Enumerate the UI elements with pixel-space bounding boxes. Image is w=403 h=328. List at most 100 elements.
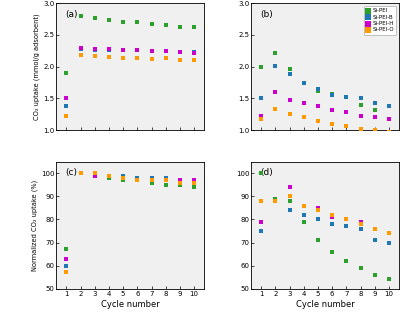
Point — [177, 50, 183, 55]
X-axis label: Cycle number: Cycle number — [101, 299, 160, 309]
Point — [258, 96, 264, 101]
Point — [287, 194, 293, 199]
Point — [191, 180, 197, 185]
Point — [357, 226, 364, 231]
Point — [120, 175, 127, 181]
Point — [106, 47, 112, 52]
Point — [63, 247, 70, 252]
Point — [372, 226, 378, 231]
Point — [315, 217, 321, 222]
Point — [162, 182, 169, 188]
Point — [77, 45, 84, 50]
Point — [148, 56, 155, 62]
Point — [106, 175, 112, 181]
Point — [106, 173, 112, 178]
Point — [91, 53, 98, 58]
Point — [357, 102, 364, 107]
X-axis label: Cycle number: Cycle number — [296, 299, 355, 309]
Point — [162, 48, 169, 53]
Point — [329, 249, 335, 255]
Point — [301, 203, 307, 208]
Point — [272, 196, 279, 201]
Point — [134, 56, 141, 61]
Point — [329, 221, 335, 227]
Point — [191, 178, 197, 183]
Point — [357, 96, 364, 101]
Point — [106, 173, 112, 178]
Point — [177, 178, 183, 183]
Point — [148, 48, 155, 53]
Point — [91, 46, 98, 51]
Point — [343, 94, 350, 100]
Point — [329, 215, 335, 220]
Point — [77, 13, 84, 19]
Point — [77, 46, 84, 51]
Point — [287, 72, 293, 77]
Point — [258, 171, 264, 176]
Point — [386, 231, 392, 236]
Point — [343, 110, 350, 115]
Text: (b): (b) — [260, 10, 273, 19]
Point — [272, 198, 279, 204]
Point — [177, 58, 183, 63]
Point — [63, 96, 70, 101]
Point — [258, 113, 264, 118]
Point — [272, 50, 279, 55]
Point — [287, 185, 293, 190]
Point — [120, 178, 127, 183]
Point — [372, 101, 378, 106]
Y-axis label: Normalized CO₂ uptake (%): Normalized CO₂ uptake (%) — [31, 180, 38, 271]
Point — [77, 171, 84, 176]
Y-axis label: CO₂ uptake (mmol/g adsorbent): CO₂ uptake (mmol/g adsorbent) — [34, 13, 40, 120]
Point — [287, 97, 293, 102]
Point — [91, 47, 98, 52]
Point — [357, 219, 364, 224]
Point — [301, 115, 307, 120]
Point — [134, 48, 141, 53]
Point — [372, 272, 378, 277]
Point — [357, 113, 364, 119]
Point — [106, 173, 112, 178]
Point — [386, 103, 392, 109]
Point — [357, 265, 364, 271]
Point — [106, 18, 112, 23]
Point — [329, 107, 335, 113]
Point — [91, 16, 98, 21]
Point — [357, 126, 364, 132]
Point — [134, 178, 141, 183]
Point — [386, 129, 392, 134]
Point — [301, 80, 307, 85]
Point — [63, 256, 70, 261]
Text: (d): (d) — [260, 168, 273, 177]
Point — [357, 221, 364, 227]
Point — [191, 58, 197, 63]
Point — [315, 103, 321, 109]
Point — [386, 231, 392, 236]
Point — [120, 55, 127, 60]
Point — [77, 171, 84, 176]
Point — [148, 175, 155, 181]
Point — [329, 212, 335, 217]
Point — [120, 175, 127, 181]
Point — [106, 54, 112, 59]
Point — [134, 175, 141, 181]
Point — [91, 171, 98, 176]
Point — [343, 217, 350, 222]
Point — [120, 47, 127, 52]
Point — [191, 178, 197, 183]
Point — [258, 219, 264, 224]
Point — [91, 173, 98, 178]
Point — [191, 24, 197, 30]
Text: (c): (c) — [65, 168, 77, 177]
Point — [372, 115, 378, 120]
Point — [372, 128, 378, 133]
Point — [287, 198, 293, 204]
Point — [63, 103, 70, 109]
Point — [343, 123, 350, 128]
Point — [63, 263, 70, 268]
Point — [315, 86, 321, 92]
Point — [63, 71, 70, 76]
Point — [329, 92, 335, 98]
Point — [162, 178, 169, 183]
Point — [177, 178, 183, 183]
